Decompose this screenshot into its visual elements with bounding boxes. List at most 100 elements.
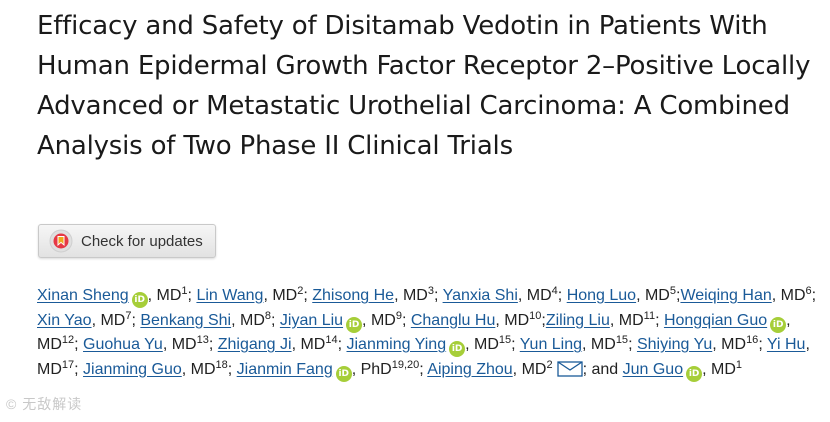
author-degree: MD: [644, 287, 670, 304]
author-degree: ,: [147, 287, 157, 304]
affiliation-superscript: 11: [643, 309, 656, 322]
orcid-icon[interactable]: iD: [449, 341, 466, 357]
affiliation-superscript: 7: [125, 309, 132, 322]
affiliation-superscript: 14: [325, 334, 338, 346]
author-degree: ,: [786, 311, 791, 329]
affiliation-superscript: 2: [297, 285, 304, 297]
mail-icon[interactable]: [556, 360, 583, 377]
author-degree: ,: [162, 336, 172, 353]
orcid-icon[interactable]: iD: [770, 316, 787, 333]
orcid-icon[interactable]: iD: [335, 365, 352, 382]
author-separator: ;: [337, 336, 347, 353]
author-link[interactable]: Guohua Yu: [83, 336, 163, 353]
author-link[interactable]: Jianming Ying: [346, 336, 447, 353]
author-degree: MD: [721, 336, 747, 353]
affiliation-superscript: 12: [61, 334, 75, 346]
author-degree: MD: [504, 311, 530, 329]
author-link[interactable]: Weiqing Han: [680, 287, 772, 304]
author-separator: ;: [208, 336, 218, 353]
author-separator: ;: [187, 287, 197, 304]
author-degree: ,: [517, 287, 527, 304]
author-separator: ;: [401, 311, 411, 329]
affiliation-superscript: 15: [615, 334, 629, 346]
author-degree: ,: [771, 287, 781, 304]
author-link[interactable]: Changlu Hu: [410, 311, 496, 329]
author-separator: ;: [541, 311, 546, 329]
author-link[interactable]: Benkang Shi: [140, 311, 232, 329]
author-degree: MD: [710, 360, 736, 378]
author-link[interactable]: Shiying Yu: [636, 336, 713, 353]
author-link[interactable]: Yi Hu: [766, 336, 806, 353]
author-degree: ,: [291, 336, 301, 353]
author-separator: ;: [131, 311, 141, 329]
author-link[interactable]: Yun Ling: [519, 336, 583, 353]
author-degree: MD: [526, 287, 552, 304]
author-separator: ;: [655, 311, 664, 329]
author-separator: ;: [74, 336, 84, 353]
author-degree: ,: [351, 360, 361, 378]
author-degree: ,: [394, 287, 403, 304]
affiliation-superscript: 1: [181, 285, 188, 297]
author-link[interactable]: Ziling Liu: [545, 311, 610, 329]
author-degree: MD: [300, 336, 326, 353]
author-separator: ;: [433, 287, 443, 304]
author-degree: MD: [780, 287, 806, 304]
affiliation-superscript: 15: [498, 334, 512, 346]
affiliation-superscript: 17: [61, 358, 75, 371]
author-degree: ,: [362, 311, 371, 329]
author-link[interactable]: Hongqian Guo: [663, 311, 768, 329]
author-degree: ,: [91, 311, 101, 329]
author-degree: ,: [636, 287, 645, 304]
author-link[interactable]: Xinan Sheng: [37, 287, 129, 304]
author-link[interactable]: Lin Wang: [196, 287, 264, 304]
author-separator: ;: [511, 336, 520, 353]
author-degree: MD: [370, 311, 396, 329]
orcid-icon[interactable]: iD: [346, 316, 363, 333]
author-degree: ,: [263, 287, 273, 304]
author-link[interactable]: Yanxia Shi: [442, 287, 518, 304]
affiliation-superscript: 10: [529, 309, 542, 322]
author-degree: MD: [156, 287, 182, 304]
author-degree: ,: [181, 360, 191, 378]
orcid-icon[interactable]: iD: [686, 365, 703, 382]
author-link[interactable]: Hong Luo: [566, 287, 637, 304]
author-link[interactable]: Zhigang Ji: [217, 336, 292, 353]
author-link[interactable]: Xin Yao: [37, 311, 92, 329]
author-degree: ,: [609, 311, 619, 329]
author-degree: MD: [239, 311, 265, 329]
author-degree: ,: [465, 336, 474, 353]
author-degree: MD: [171, 336, 197, 353]
author-degree: PhD: [360, 360, 392, 378]
author-link[interactable]: Jianming Guo: [83, 360, 182, 378]
author-degree: MD: [37, 360, 62, 378]
affiliation-superscript: 1: [735, 358, 742, 371]
affiliation-superscript: 19,20: [391, 358, 420, 371]
author-degree: MD: [100, 311, 126, 329]
author-separator: ; and: [582, 360, 623, 378]
affiliation-superscript: 4: [551, 285, 558, 297]
author-separator: ;: [811, 287, 817, 304]
article-title: Efficacy and Safety of Disitamab Vedotin…: [37, 11, 811, 161]
author-separator: ;: [74, 360, 84, 378]
author-degree: ,: [712, 336, 722, 353]
author-link[interactable]: Zhisong He: [312, 287, 395, 304]
check-for-updates-label: Check for updates: [81, 232, 203, 250]
check-for-updates-button[interactable]: Check for updates: [38, 224, 216, 258]
author-degree: MD: [590, 336, 616, 353]
affiliation-superscript: 3: [427, 285, 434, 297]
author-link[interactable]: Jun Guo: [622, 360, 684, 378]
author-degree: ,: [805, 336, 810, 353]
author-separator: ;: [758, 336, 767, 353]
author-separator: ;: [419, 360, 428, 378]
author-separator: ;: [675, 287, 681, 304]
crossmark-icon: [49, 229, 73, 253]
author-degree: ,: [495, 311, 505, 329]
author-link[interactable]: Jianmin Fang: [236, 360, 333, 378]
orcid-icon[interactable]: iD: [131, 292, 148, 308]
author-link[interactable]: Aiping Zhou: [427, 360, 513, 378]
affiliation-superscript: 13: [196, 334, 209, 346]
author-link[interactable]: Jiyan Liu: [279, 311, 344, 329]
author-list: Xinan Sheng iD, MD1; Lin Wang, MD2; Zhiso…: [37, 284, 827, 382]
author-degree: MD: [521, 360, 547, 378]
affiliation-superscript: 16: [746, 334, 759, 346]
